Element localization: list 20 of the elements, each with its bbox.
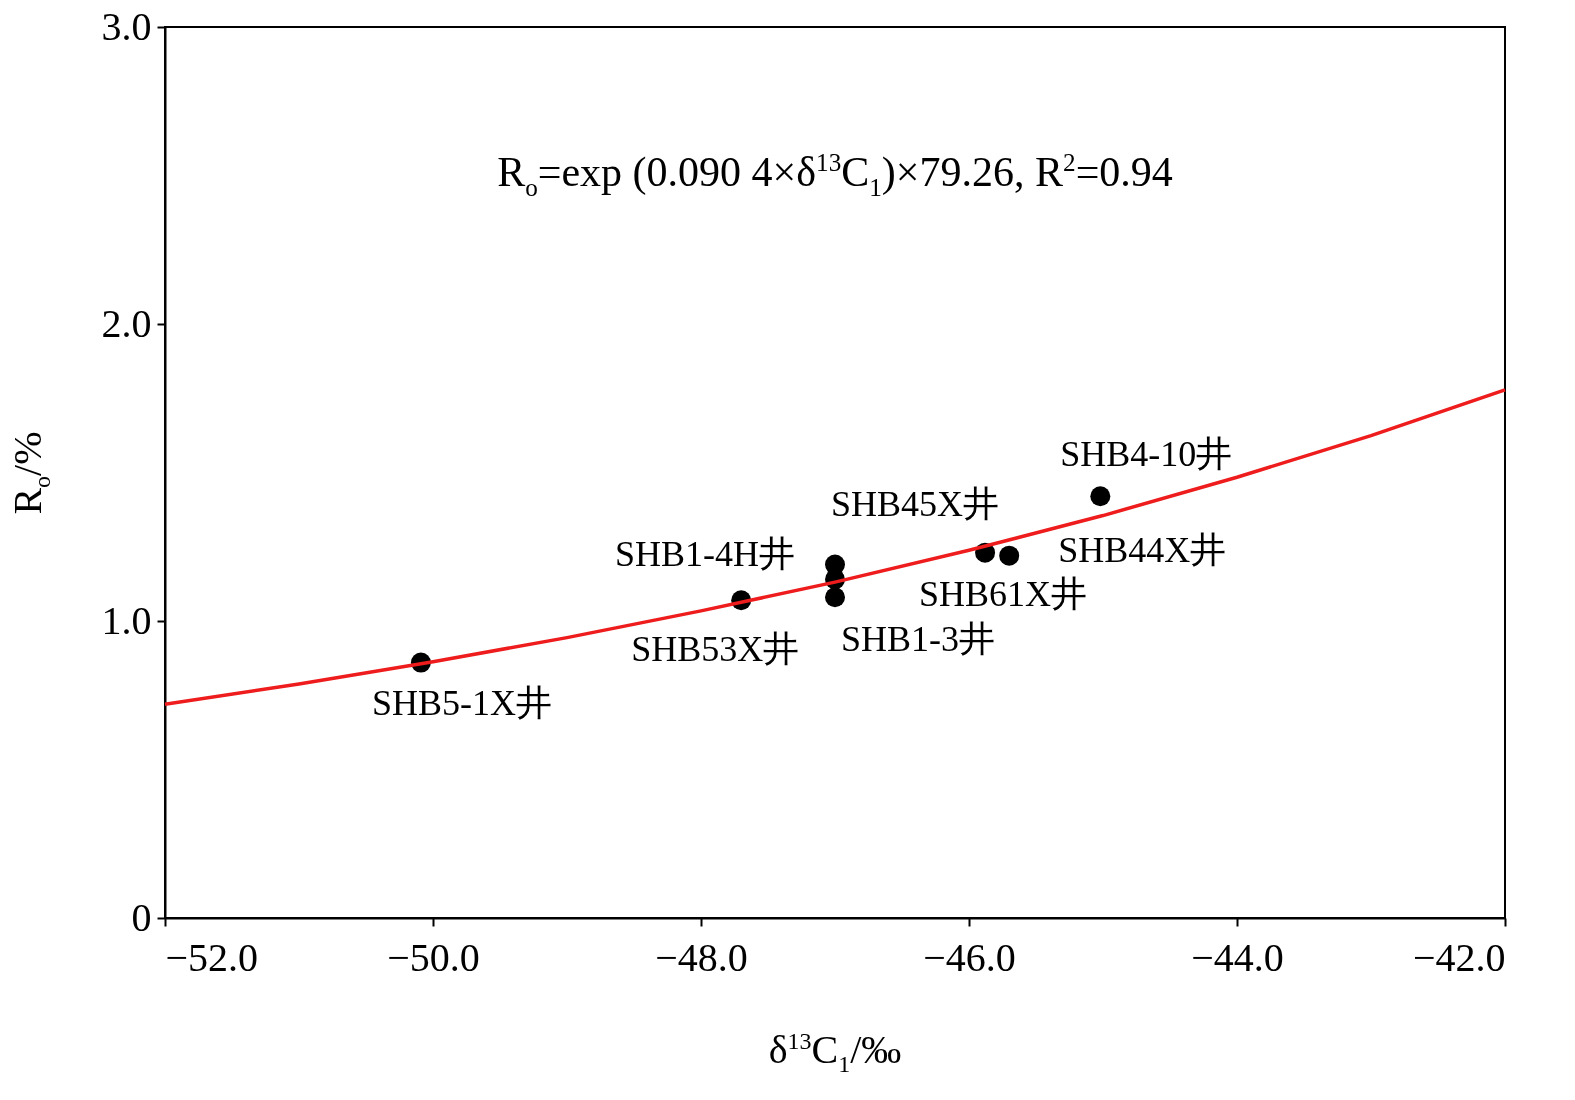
x-tick-label: −48.0 [655, 934, 748, 980]
x-tick-label: −44.0 [1191, 934, 1284, 980]
annotation: SHB1-4H井 [614, 534, 796, 575]
text: R$_{o}$=exp (0.090 4×δ$^{13}$C$_{1}$)×79.26, R$^{2}$=0.94 [497, 149, 1173, 201]
x-tick-label: −46.0 [923, 934, 1016, 980]
annotation: SHB61X井 [919, 573, 1088, 614]
x-tick-label: −50.0 [387, 934, 480, 980]
y-tick-label: 2.0 [101, 300, 152, 346]
y-tick-label: 0 [131, 894, 152, 940]
x-axis-title: δ$^{13}$C$_{1}$/‰ [768, 1026, 902, 1078]
annotation: SHB5-1X井 [371, 682, 552, 723]
y-tick-label: 3.0 [101, 3, 152, 49]
annotation: SHB1-3井 [840, 619, 996, 660]
x-tick-label: −42.0 [1412, 934, 1506, 980]
annotation: SHB45X井 [830, 483, 1000, 524]
annotation: SHB44X井 [1058, 529, 1227, 570]
annotation: SHB53X井 [631, 629, 800, 670]
x-tick-label: −52.0 [165, 934, 259, 980]
annotation: SHB4-10井 [1060, 434, 1233, 475]
y-tick-label: 1.0 [101, 597, 152, 643]
